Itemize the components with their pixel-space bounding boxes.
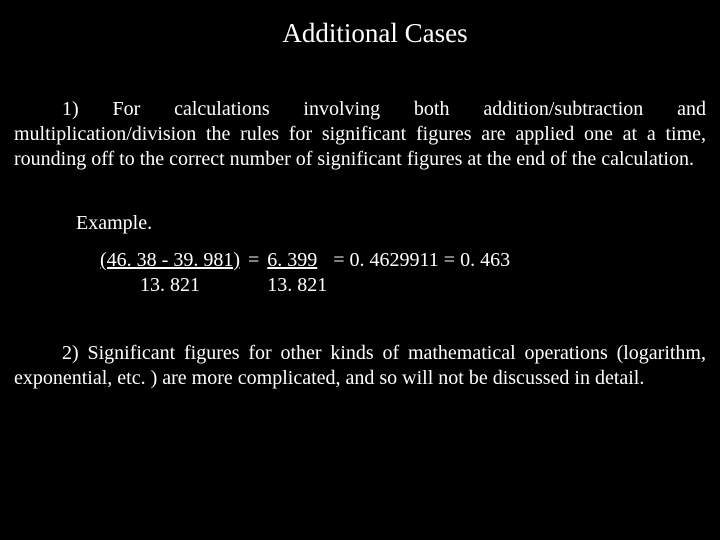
calculation-result: = 0. 4629911 = 0. 463: [333, 249, 510, 272]
calculation-block: (46. 38 - 39. 981) 13. 821 = 6. 399 13. …: [98, 249, 706, 297]
paragraph-1: 1) For calculations involving both addit…: [14, 97, 706, 172]
denominator-right: 13. 821: [265, 272, 327, 297]
paragraph-2: 2) Significant figures for other kinds o…: [14, 341, 706, 391]
fraction-right: 6. 399 13. 821: [265, 249, 327, 297]
equals-1: =: [248, 249, 259, 272]
numerator-left: (46. 38 - 39. 981): [98, 249, 242, 272]
slide-container: Additional Cases 1) For calculations inv…: [0, 0, 720, 540]
calculation-row: (46. 38 - 39. 981) 13. 821 = 6. 399 13. …: [98, 249, 706, 297]
fraction-left: (46. 38 - 39. 981) 13. 821: [98, 249, 242, 297]
denominator-left: 13. 821: [140, 272, 200, 297]
example-label: Example.: [76, 212, 706, 235]
numerator-right: 6. 399: [265, 249, 321, 272]
slide-title: Additional Cases: [44, 18, 706, 49]
